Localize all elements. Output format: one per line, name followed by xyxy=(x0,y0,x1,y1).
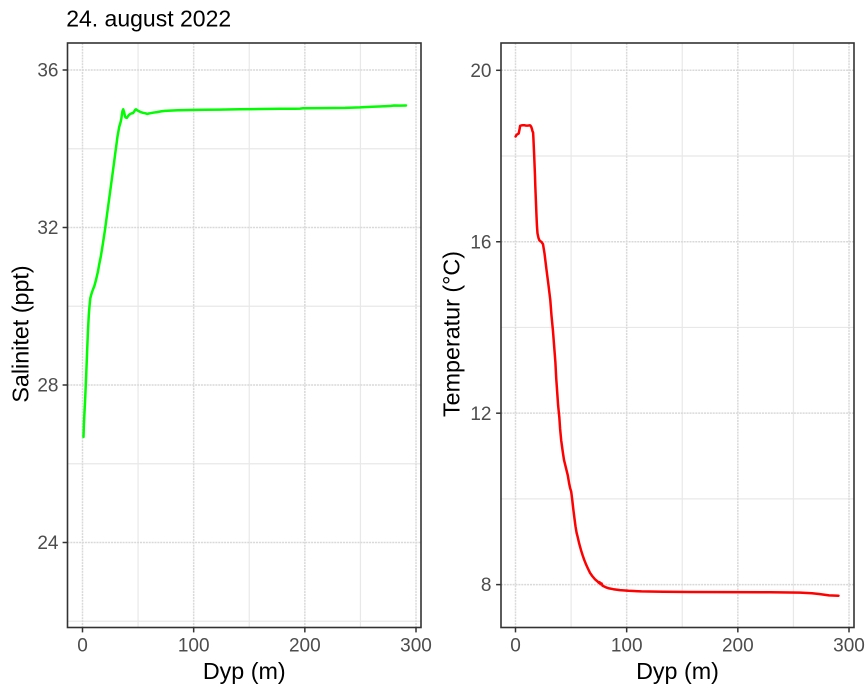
svg-text:24: 24 xyxy=(37,533,59,554)
svg-text:8: 8 xyxy=(481,575,492,596)
svg-text:28: 28 xyxy=(37,376,58,397)
svg-text:Temperatur (°C): Temperatur (°C) xyxy=(439,251,465,417)
svg-text:16: 16 xyxy=(470,232,491,253)
svg-text:300: 300 xyxy=(400,635,432,656)
svg-text:Dyp (m): Dyp (m) xyxy=(636,658,719,684)
svg-text:24. august 2022: 24. august 2022 xyxy=(66,6,231,32)
svg-text:200: 200 xyxy=(722,635,754,656)
svg-text:12: 12 xyxy=(470,404,491,425)
svg-text:100: 100 xyxy=(611,635,643,656)
svg-text:0: 0 xyxy=(510,635,521,656)
svg-text:0: 0 xyxy=(77,635,88,656)
svg-text:300: 300 xyxy=(833,635,865,656)
svg-text:20: 20 xyxy=(470,61,491,82)
svg-text:100: 100 xyxy=(178,635,210,656)
svg-text:200: 200 xyxy=(289,635,321,656)
svg-text:Salinitet (ppt): Salinitet (ppt) xyxy=(8,265,34,402)
svg-text:32: 32 xyxy=(37,218,58,239)
svg-text:Dyp (m): Dyp (m) xyxy=(203,658,286,684)
svg-text:36: 36 xyxy=(37,61,58,82)
